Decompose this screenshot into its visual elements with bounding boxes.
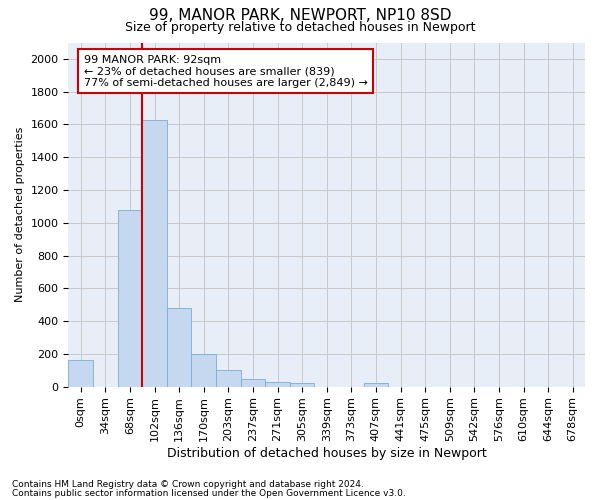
Bar — [290, 384, 314, 386]
Bar — [191, 354, 216, 386]
Bar — [167, 308, 191, 386]
Bar — [68, 360, 93, 386]
Y-axis label: Number of detached properties: Number of detached properties — [15, 127, 25, 302]
Bar — [364, 384, 388, 386]
X-axis label: Distribution of detached houses by size in Newport: Distribution of detached houses by size … — [167, 447, 487, 460]
Text: Contains HM Land Registry data © Crown copyright and database right 2024.: Contains HM Land Registry data © Crown c… — [12, 480, 364, 489]
Bar — [241, 380, 265, 386]
Bar — [216, 370, 241, 386]
Text: Contains public sector information licensed under the Open Government Licence v3: Contains public sector information licen… — [12, 489, 406, 498]
Text: Size of property relative to detached houses in Newport: Size of property relative to detached ho… — [125, 21, 475, 34]
Bar — [142, 120, 167, 386]
Text: 99 MANOR PARK: 92sqm
← 23% of detached houses are smaller (839)
77% of semi-deta: 99 MANOR PARK: 92sqm ← 23% of detached h… — [84, 54, 368, 88]
Text: 99, MANOR PARK, NEWPORT, NP10 8SD: 99, MANOR PARK, NEWPORT, NP10 8SD — [149, 8, 451, 22]
Bar — [265, 382, 290, 386]
Bar — [118, 210, 142, 386]
